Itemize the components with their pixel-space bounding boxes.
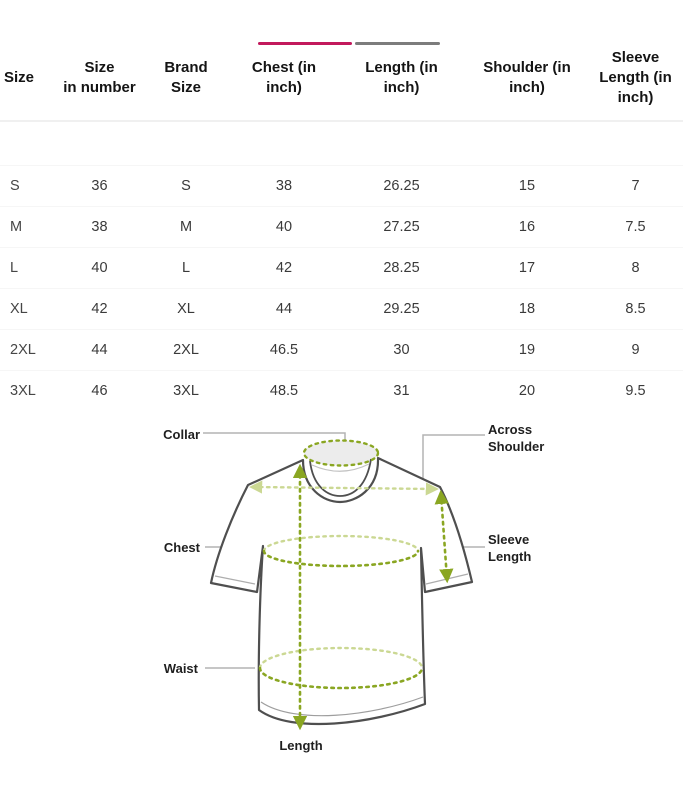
across-shoulder-leader-line — [422, 434, 485, 485]
cell-size-in-number: 44 — [91, 342, 108, 358]
cell-chest: 40 — [275, 219, 293, 235]
tshirt-measurement-diagram: Collar Chest Waist Length Across Shoulde… — [0, 420, 683, 800]
chest-measure-front-arc — [262, 549, 420, 568]
cell-shoulder: 18 — [518, 301, 536, 317]
cell-sleeve-length: 9 — [631, 342, 640, 358]
cell-length: 30 — [393, 342, 410, 358]
cell-shoulder: 19 — [518, 342, 536, 358]
hem-seam — [260, 696, 424, 717]
chest-legend-line — [258, 42, 352, 45]
column-header-brand-size: Brand Size — [164, 58, 208, 96]
collar-measure-ellipse — [302, 439, 380, 467]
table-row: 2XL 44 2XL 46.5 30 19 9 — [0, 329, 683, 370]
label-leader-lines — [203, 432, 485, 669]
length-label: Length — [279, 738, 323, 753]
cell-size: 3XL — [10, 383, 36, 399]
tshirt-outline — [209, 456, 474, 726]
left-cuff-seam — [214, 575, 256, 585]
cell-size-in-number: 38 — [91, 219, 108, 235]
cell-chest: 46.5 — [269, 342, 299, 358]
cell-sleeve-length: 9.5 — [625, 383, 646, 399]
cell-size: 2XL — [10, 342, 36, 358]
chest-measure-back-arc — [262, 534, 420, 553]
collar-ribbing-line — [311, 463, 370, 472]
waist-label: Waist — [163, 661, 198, 676]
cell-size: S — [10, 178, 20, 194]
table-row: XL 42 XL 44 29.25 18 8.5 — [0, 288, 683, 329]
cell-chest: 44 — [275, 301, 293, 317]
cell-length: 29.25 — [383, 301, 420, 317]
header-divider — [0, 120, 683, 122]
table-row: S 36 S 38 26.25 15 7 — [0, 165, 683, 206]
cell-sleeve-length: 7 — [631, 178, 640, 194]
cell-shoulder: 15 — [518, 178, 536, 194]
cell-sleeve-length: 8 — [631, 260, 640, 276]
cell-length: 31 — [393, 383, 410, 399]
column-header-length: Length (in inch) — [365, 58, 438, 96]
cell-size-in-number: 46 — [91, 383, 108, 399]
cell-size: L — [10, 260, 19, 276]
collar-leader-line — [203, 432, 346, 441]
cell-size: XL — [10, 301, 28, 317]
across-shoulder-label: Across Shoulder — [488, 422, 545, 454]
cell-sleeve-length: 8.5 — [625, 301, 646, 317]
cell-length: 26.25 — [383, 178, 420, 194]
across-shoulder-measure-line — [249, 480, 439, 496]
table-row: 3XL 46 3XL 48.5 31 20 9.5 — [0, 370, 683, 411]
column-header-shoulder: Shoulder (in inch) — [483, 58, 571, 96]
cell-shoulder: 20 — [518, 383, 536, 399]
cell-brand-size: 3XL — [173, 383, 199, 399]
chest-label: Chest — [163, 540, 200, 555]
tshirt-diagram-drawing — [203, 432, 485, 731]
sleeve-length-measure-line — [434, 489, 454, 584]
sleeve-length-label: Sleeve Length — [488, 532, 532, 564]
cell-chest: 48.5 — [269, 383, 299, 399]
cell-size-in-number: 42 — [91, 301, 108, 317]
cell-size-in-number: 36 — [91, 178, 108, 194]
cell-brand-size: M — [179, 219, 193, 235]
column-header-size: Size — [4, 68, 35, 86]
table-header-row: Size Size in number Brand Size Chest (in… — [0, 46, 683, 110]
cell-chest: 42 — [275, 260, 293, 276]
cell-brand-size: XL — [177, 301, 195, 317]
cell-length: 28.25 — [383, 260, 420, 276]
cell-brand-size: L — [181, 260, 191, 276]
cell-brand-size: 2XL — [173, 342, 199, 358]
cell-shoulder: 16 — [518, 219, 536, 235]
collar-fill — [304, 440, 378, 466]
table-row: L 40 L 42 28.25 17 8 — [0, 247, 683, 288]
cell-brand-size: S — [181, 178, 191, 194]
collar-label: Collar — [163, 427, 200, 442]
cell-sleeve-length: 7.5 — [625, 219, 646, 235]
column-header-size-in-number: Size in number — [63, 58, 136, 96]
cell-shoulder: 17 — [518, 260, 536, 276]
cell-size: M — [10, 219, 23, 235]
column-header-chest: Chest (in inch) — [251, 58, 317, 96]
size-chart-table: S 36 S 38 26.25 15 7 M 38 M 40 27.25 16 … — [0, 165, 683, 411]
column-header-sleeve-length: Sleeve Length (in inch) — [599, 48, 672, 107]
length-legend-line — [355, 42, 440, 45]
waist-measure-front-arc — [258, 666, 424, 690]
waist-measure-back-arc — [258, 646, 424, 670]
inner-neckline — [309, 458, 372, 497]
cell-chest: 38 — [275, 178, 293, 194]
cell-length: 27.25 — [383, 219, 420, 235]
table-row: M 38 M 40 27.25 16 7.5 — [0, 206, 683, 247]
cell-size-in-number: 40 — [91, 260, 108, 276]
